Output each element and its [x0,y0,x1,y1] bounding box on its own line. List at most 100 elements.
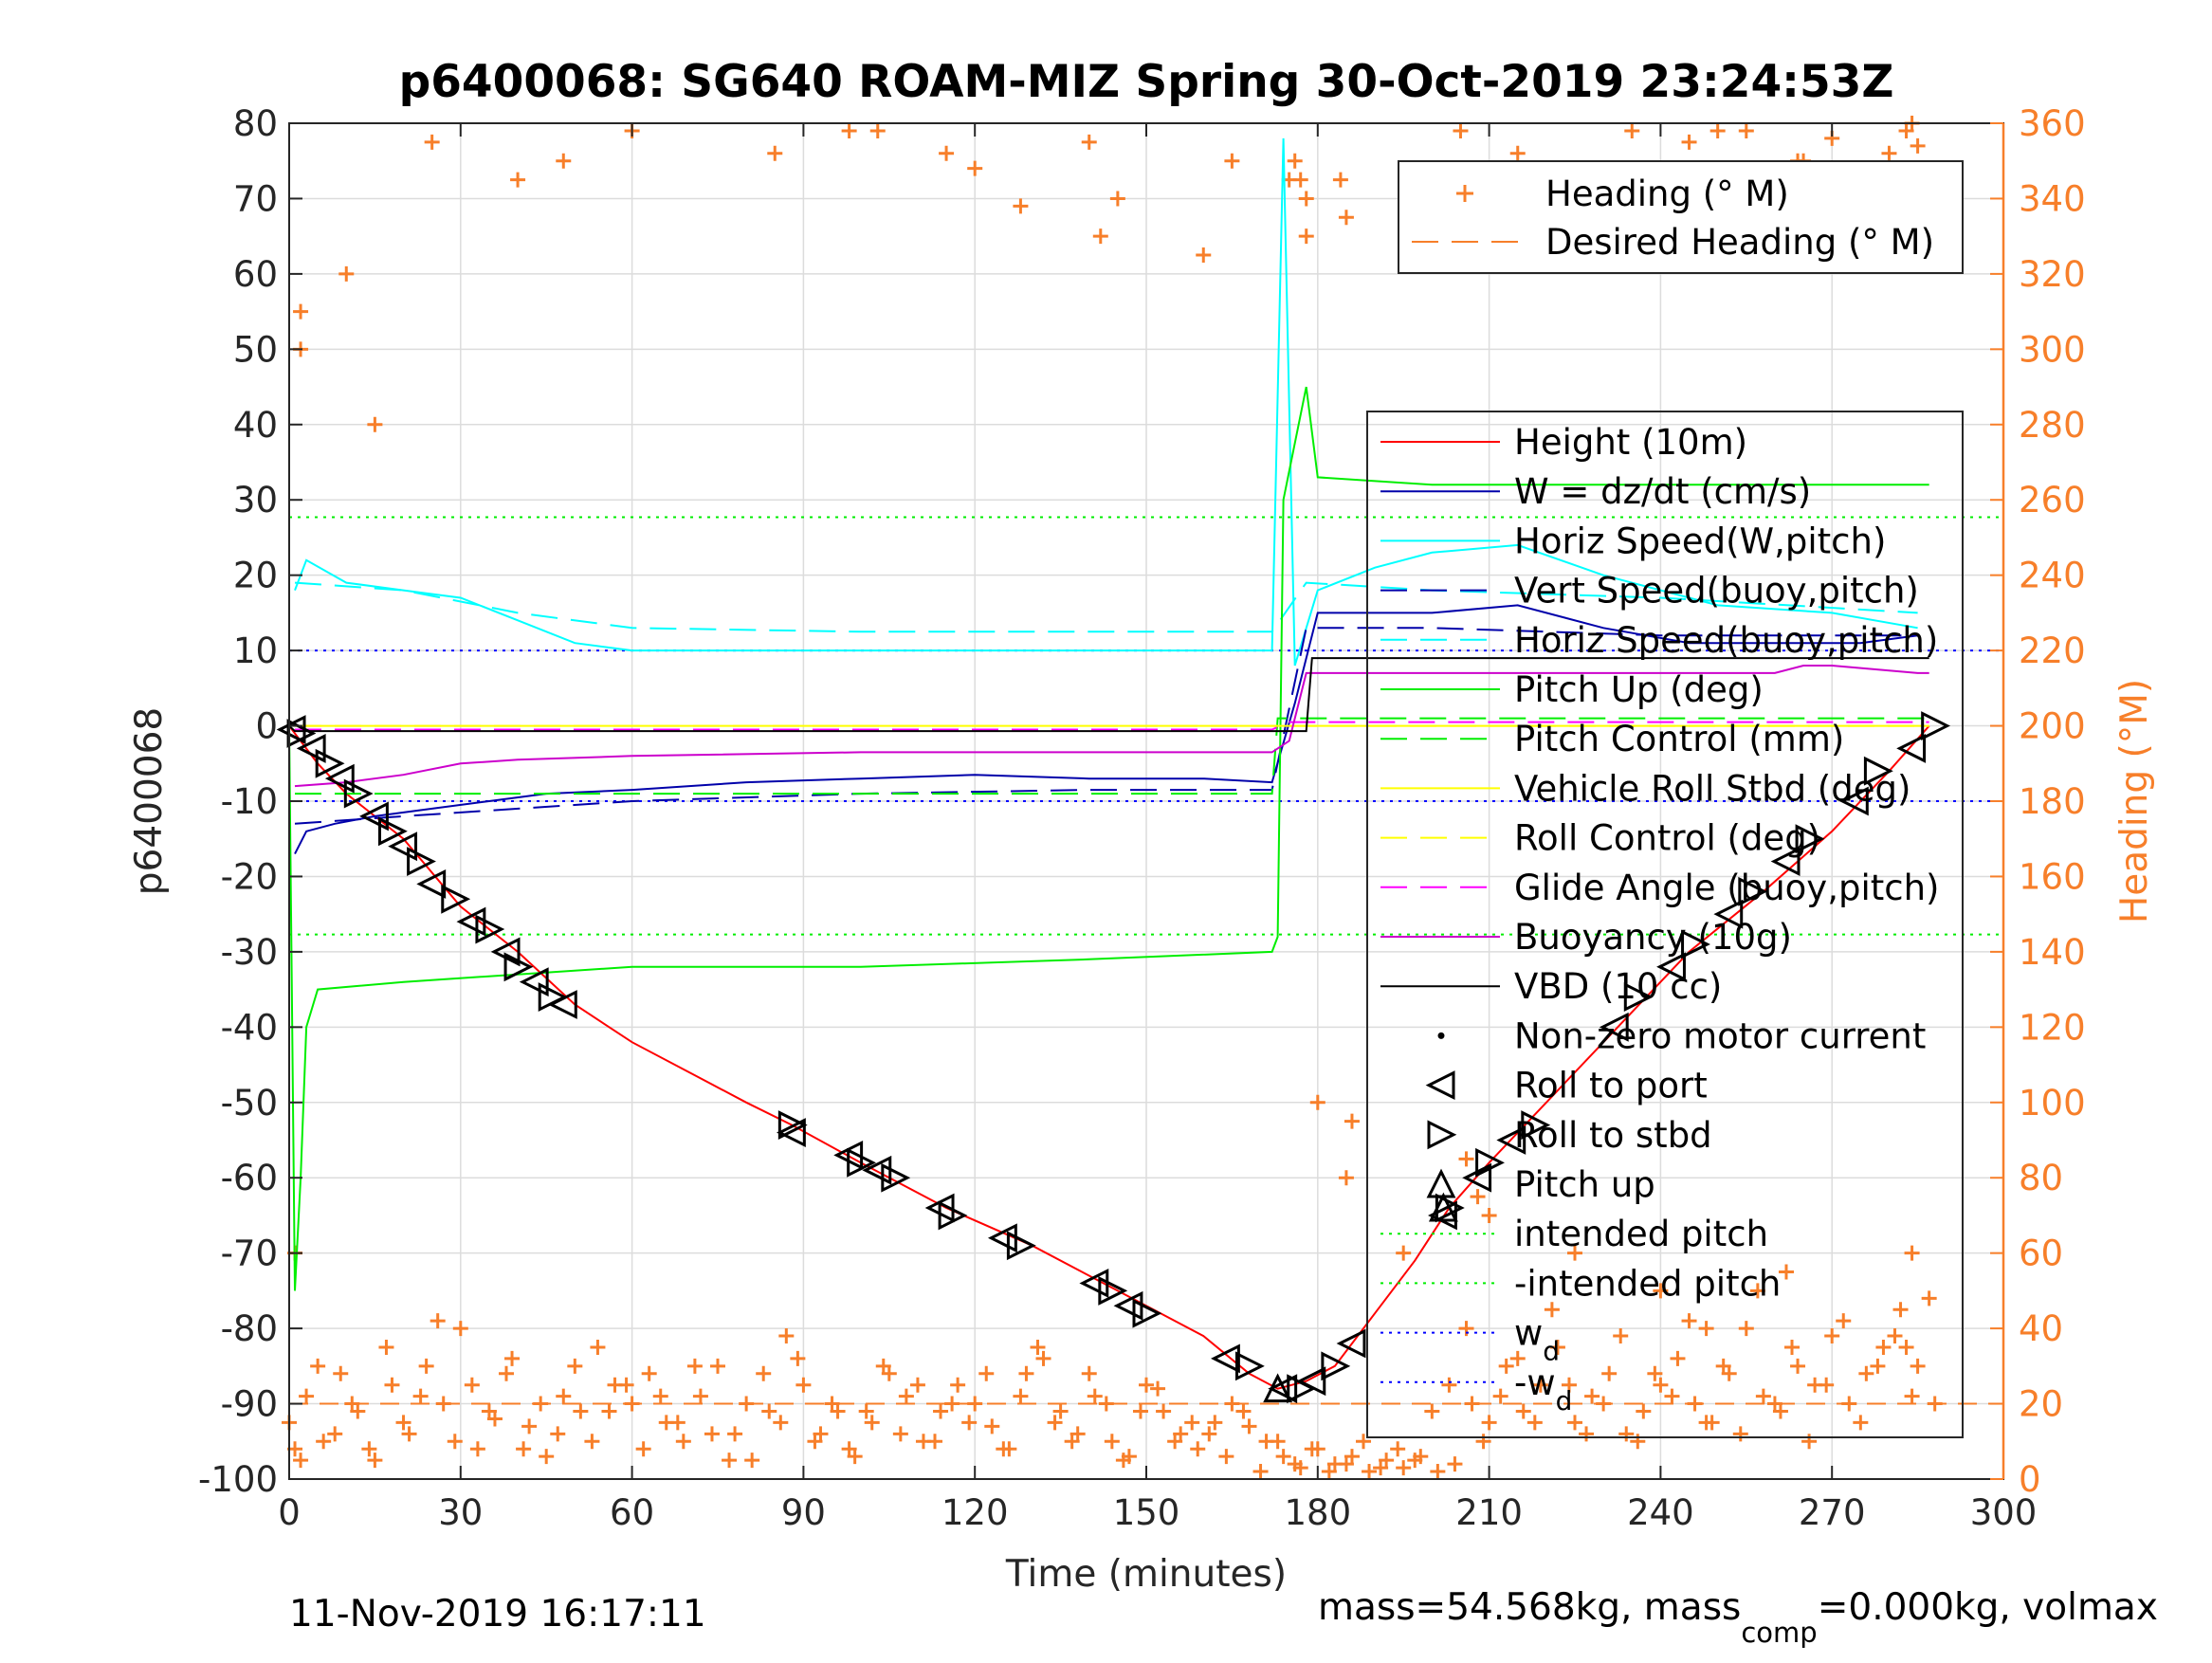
heading-point [1853,1415,1869,1431]
heading-point [338,265,355,282]
legend-main-label-text: Vehicle Roll Stbd (deg) [1514,768,1910,809]
roll-to-stbd-marker [1521,1110,1551,1141]
heading-point [1653,1377,1669,1393]
footer-mass-rest: =0.000kg, volmax [1818,1586,2158,1629]
heading-point [401,1426,417,1442]
heading-point [1424,1403,1440,1419]
heading-point [1881,145,1897,161]
heading-point [939,145,955,161]
heading-point [1904,1245,1920,1261]
y-tick-label: -60 [221,1158,278,1198]
heading-point [756,1365,772,1381]
roll-to-port-marker [1896,733,1927,763]
roll-to-stbd-marker [503,952,534,982]
footer-mass-text: mass=54.568kg, mass [1318,1586,1741,1629]
heading-point [367,416,383,432]
series-horiz-speed-w-pitch [294,137,1918,667]
heading-point [556,1388,572,1404]
heading-point [761,1403,777,1419]
heading-point [1224,153,1240,169]
legend-main-label: -intended pitch [1514,1263,1781,1304]
heading-point [1738,1321,1754,1337]
heading-point [1630,1434,1646,1450]
y-tick-label: -50 [221,1083,278,1124]
legend-main-label-sub: d [1556,1385,1573,1416]
x-axis-label: Time (minutes) [1005,1553,1287,1596]
heading-point [1921,1290,1937,1307]
heading-point [1492,1388,1508,1404]
heading-point [327,1426,343,1442]
legend-main-label: Roll to port [1514,1066,1708,1106]
heading-point [1373,1460,1389,1476]
heading-point [686,1358,703,1374]
y-tick-label: 70 [233,178,278,219]
legend-main-label-text: Buoyancy (10g) [1514,917,1792,958]
heading-point [1618,1426,1635,1442]
roll-to-stbd-marker [1234,1351,1265,1381]
roll-to-port-marker [1838,786,1869,816]
roll-to-stbd-marker [407,847,436,876]
heading-point [590,1339,606,1355]
y2-tick-label: 340 [2019,178,2086,219]
heading-point [1156,1403,1172,1419]
heading-point [967,1396,983,1412]
legend-main-sample [1427,1120,1457,1150]
legend-main-label-text: Pitch up [1514,1164,1655,1205]
y2-tick-label: 260 [2019,480,2086,521]
heading-point [1475,1434,1491,1450]
heading-point [1338,1456,1354,1472]
heading-point [727,1426,743,1442]
heading-point [744,1453,760,1469]
legend-main-sample [1426,1168,1456,1198]
heading-point [1819,1377,1835,1393]
heading-point [499,1365,515,1381]
y-tick-label: 60 [233,254,278,295]
series-buoyancy-10g [294,665,1929,788]
roll-to-stbd-marker [1098,1275,1128,1306]
y2-tick-label: 360 [2019,103,2086,144]
roll-to-stbd-marker [777,1110,808,1141]
heading-point [293,303,309,320]
heading-point [1624,122,1640,138]
heading-point [1481,1207,1497,1223]
legend-main-label-text: Non-zero motor current [1514,1015,1926,1056]
legend-main-label: Roll Control (deg) [1514,818,1820,859]
heading-point [1092,228,1108,245]
heading-point [1790,1358,1806,1374]
heading-point [1778,1264,1794,1280]
heading-point [641,1365,657,1381]
heading-point [1030,1339,1046,1355]
heading-point [669,1415,686,1431]
heading-point [1047,1415,1063,1431]
legend-main-label: Non-zero motor current [1514,1015,1926,1056]
x-tick-label: 270 [1799,1492,1866,1533]
roll-to-port-marker [359,801,389,832]
heading-point [996,1441,1012,1457]
heading-point [898,1388,914,1404]
heading-point [1549,1339,1565,1355]
heading-point [1196,247,1212,264]
heading-point [624,1396,640,1412]
pitch-up-marker [1428,1192,1458,1222]
heading-point [1309,1094,1325,1110]
heading-point [1458,1151,1474,1167]
legend-main-label: -wd [1514,1362,1572,1416]
heading-point [961,1415,978,1431]
roll-to-stbd-marker [1738,876,1768,906]
heading-point [773,1415,789,1431]
heading-point [533,1396,549,1412]
heading-point [1139,1377,1154,1393]
heading-point [510,172,526,188]
heading-point [1464,1396,1480,1412]
x-tick-label: 120 [941,1492,1009,1533]
y2-tick-label: 240 [2019,556,2086,596]
heading-point [1664,1388,1680,1404]
legend-heading-label: Desired Heading (° M) [1545,222,1934,263]
heading-point [1132,1403,1148,1419]
heading-point [1526,1415,1543,1431]
heading-point [1601,1365,1618,1381]
heading-point [1390,1441,1406,1457]
legend-main-label-text: VBD (10 cc) [1514,966,1722,1007]
heading-point [1910,137,1926,154]
legend-main-sample [1425,1070,1455,1101]
